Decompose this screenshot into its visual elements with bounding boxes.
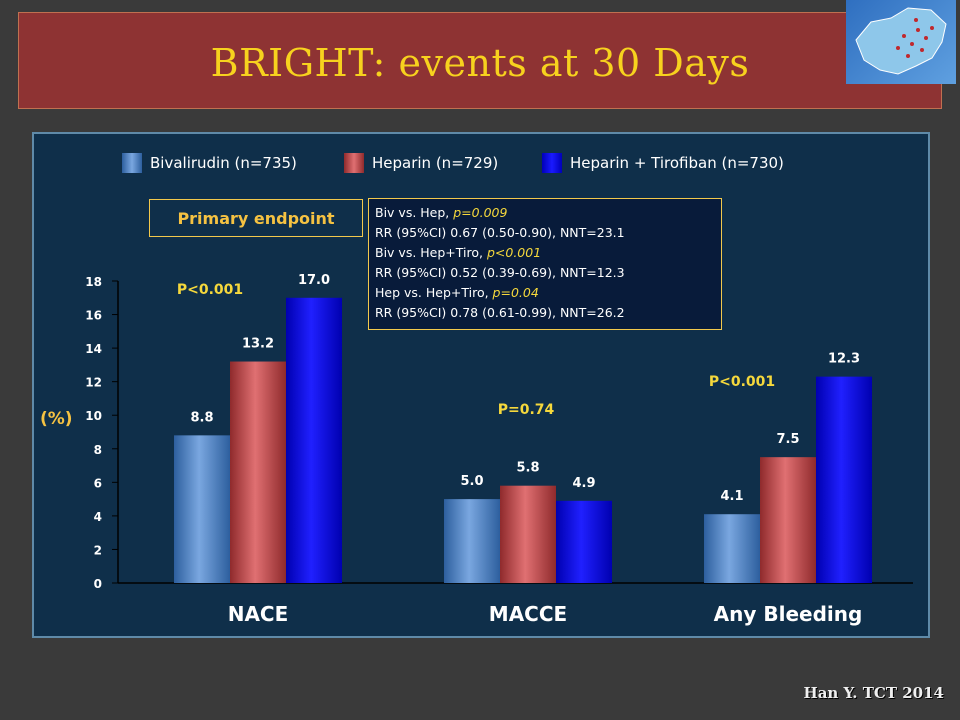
primary-endpoint-label: Primary endpoint	[177, 208, 335, 228]
legend-label-heparin-tirofiban: Heparin + Tirofiban (n=730)	[570, 154, 784, 172]
stats-line-6: RR (95%CI) 0.78 (0.61-0.99), NNT=26.2	[375, 305, 625, 320]
stats-line-1: Biv vs. Hep, p=0.009	[375, 203, 715, 223]
title-bar: BRIGHT: events at 30 Days	[18, 12, 942, 109]
slide-title: BRIGHT: events at 30 Days	[210, 41, 750, 85]
stats-line-3-pvalue: p<0.001	[486, 245, 542, 260]
stats-line-5-pvalue: p=0.04	[492, 285, 539, 300]
statistics-box: Biv vs. Hep, p=0.009 RR (95%CI) 0.67 (0.…	[368, 198, 722, 330]
legend-label-bivalirudin: Bivalirudin (n=735)	[150, 154, 297, 172]
china-map-image	[846, 0, 956, 84]
stats-line-2: RR (95%CI) 0.67 (0.50-0.90), NNT=23.1	[375, 225, 625, 240]
legend-swatch-heparin	[344, 153, 364, 173]
legend-bivalirudin: Bivalirudin (n=735)	[122, 152, 297, 174]
chart-panel: Bivalirudin (n=735) Heparin (n=729) Hepa…	[32, 132, 930, 638]
stats-line-3: Biv vs. Hep+Tiro, p<0.001	[375, 243, 715, 263]
stats-line-1-prefix: Biv vs. Hep,	[375, 205, 454, 220]
stats-line-5: Hep vs. Hep+Tiro, p=0.04	[375, 283, 715, 303]
map-drawing	[855, 7, 947, 75]
citation: Han Y. TCT 2014	[803, 684, 944, 702]
legend-label-heparin: Heparin (n=729)	[372, 154, 499, 172]
legend-heparin-tirofiban: Heparin + Tirofiban (n=730)	[542, 152, 784, 174]
stats-line-5-prefix: Hep vs. Hep+Tiro,	[375, 285, 493, 300]
legend-heparin: Heparin (n=729)	[344, 152, 498, 174]
stats-line-4: RR (95%CI) 0.52 (0.39-0.69), NNT=12.3	[375, 265, 625, 280]
stats-line-3-prefix: Biv vs. Hep+Tiro,	[375, 245, 487, 260]
legend-swatch-heparin-tirofiban	[542, 153, 562, 173]
stats-line-1-pvalue: p=0.009	[453, 205, 508, 220]
primary-endpoint-box: Primary endpoint	[149, 199, 363, 237]
legend-swatch-bivalirudin	[122, 153, 142, 173]
